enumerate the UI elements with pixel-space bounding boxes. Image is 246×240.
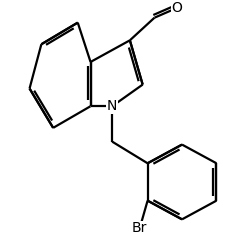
Text: N: N: [107, 99, 117, 113]
Text: O: O: [172, 1, 183, 15]
Text: Br: Br: [132, 221, 147, 235]
